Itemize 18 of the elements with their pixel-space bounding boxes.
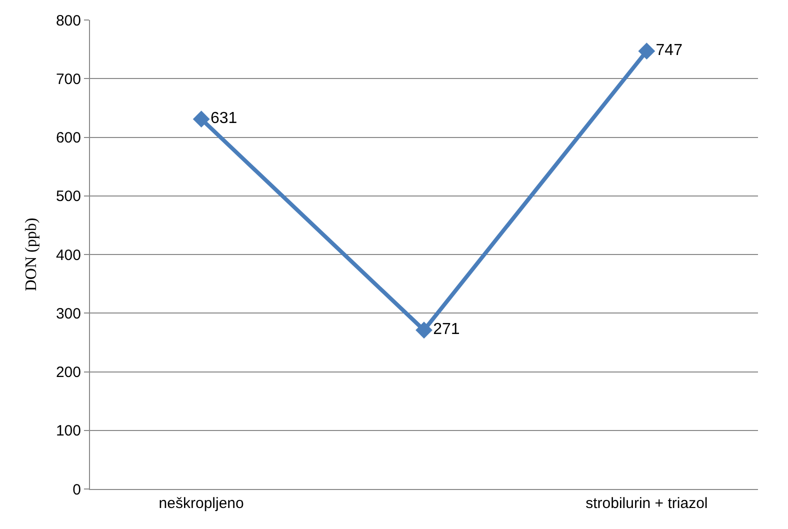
point bbox=[192, 110, 210, 128]
point bbox=[416, 322, 432, 339]
y-tick-label: 100 bbox=[56, 422, 81, 440]
y-tick-label: 400 bbox=[56, 246, 81, 264]
y-tick-label: 800 bbox=[56, 12, 81, 30]
data-label: 747 bbox=[656, 42, 683, 60]
y-tick-label: 500 bbox=[56, 188, 81, 206]
x-tick-label: strobilurin + triazol bbox=[586, 495, 708, 512]
y-tick-label: 0 bbox=[72, 481, 81, 498]
x-tick-label: neškropljeno bbox=[158, 495, 244, 512]
y-tick-label: 200 bbox=[56, 364, 81, 381]
data-label: 631 bbox=[210, 110, 238, 128]
y-axis-title: DON (ppb) bbox=[22, 218, 40, 292]
point bbox=[638, 42, 656, 60]
y-tick-label: 300 bbox=[56, 305, 81, 322]
data-label: 271 bbox=[433, 321, 460, 338]
y-tick-label: 700 bbox=[56, 70, 81, 88]
y-tick-label: 600 bbox=[56, 130, 81, 146]
